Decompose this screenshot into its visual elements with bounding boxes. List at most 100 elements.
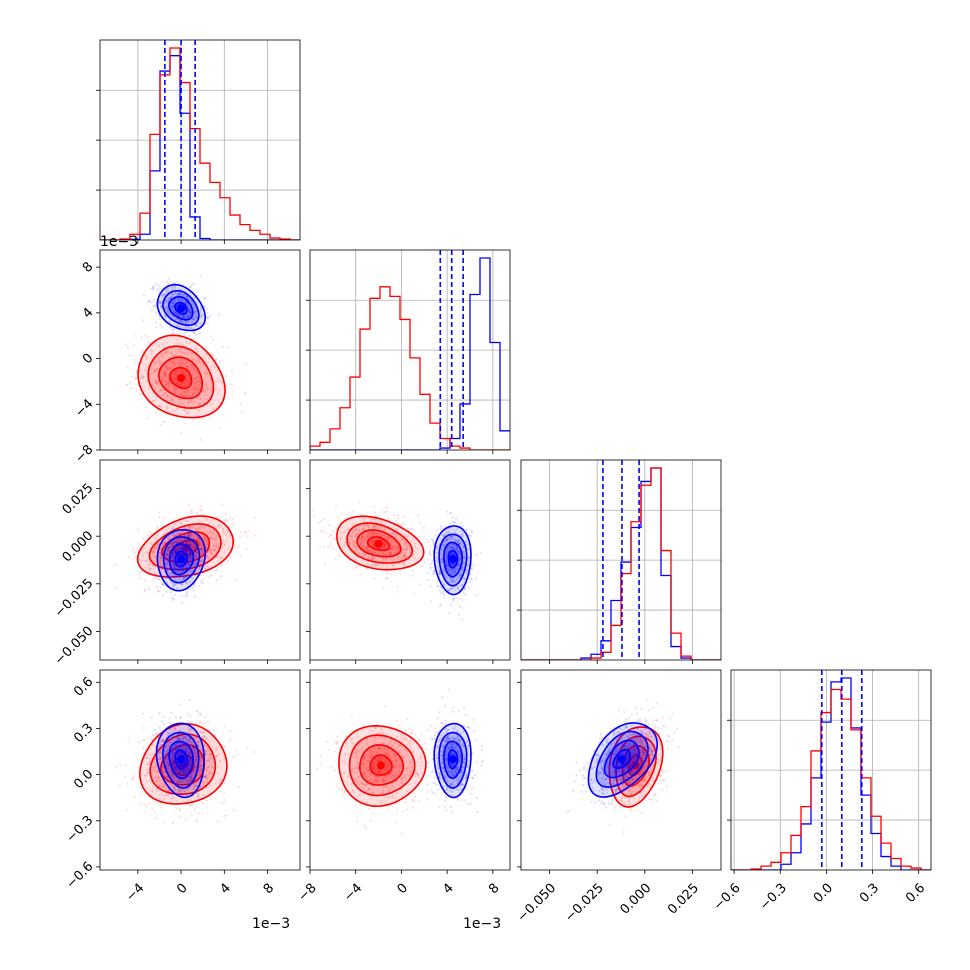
scatter-point bbox=[172, 583, 175, 586]
scatter-point bbox=[200, 547, 203, 550]
scatter-point bbox=[396, 547, 399, 550]
scatter-point bbox=[204, 538, 207, 541]
scatter-panel-3-0-plot-area bbox=[115, 698, 255, 825]
scatter-point bbox=[459, 543, 462, 546]
scatter-point bbox=[179, 570, 182, 573]
scatter-point bbox=[206, 321, 209, 325]
scatter-point bbox=[223, 520, 226, 523]
scatter-point bbox=[372, 541, 376, 544]
scatter-point bbox=[200, 308, 203, 311]
scatter-point bbox=[157, 590, 160, 593]
scatter-point bbox=[451, 546, 454, 549]
scatter-point bbox=[369, 531, 372, 534]
scatter-point bbox=[198, 532, 201, 536]
scatter-point bbox=[403, 561, 406, 564]
scatter-point bbox=[365, 547, 368, 550]
scatter-point bbox=[451, 569, 454, 572]
scatter-point bbox=[197, 770, 200, 773]
scatter-point bbox=[442, 535, 445, 538]
scatter-point bbox=[203, 365, 206, 368]
scatter-point bbox=[240, 403, 243, 406]
scatter-point bbox=[185, 563, 189, 566]
scatter-point bbox=[177, 313, 180, 317]
scatter-point bbox=[187, 768, 190, 771]
scatter-point bbox=[138, 577, 141, 580]
scatter-point bbox=[454, 548, 458, 551]
scatter-point bbox=[159, 728, 162, 731]
scatter-point bbox=[440, 603, 443, 606]
scatter-point bbox=[355, 564, 358, 567]
scatter-point bbox=[468, 548, 471, 551]
scatter-point bbox=[179, 292, 182, 295]
scatter-point bbox=[199, 397, 202, 400]
scatter-point bbox=[161, 566, 164, 569]
scatter-point bbox=[146, 379, 149, 382]
scatter-point bbox=[179, 575, 182, 578]
scatter-point bbox=[163, 351, 166, 354]
scatter-point bbox=[199, 394, 202, 397]
scatter-point bbox=[458, 605, 462, 608]
scatter-point bbox=[155, 382, 158, 385]
scatter-point bbox=[331, 530, 335, 533]
scatter-point bbox=[244, 531, 247, 534]
scatter-point bbox=[184, 548, 187, 551]
contour-red bbox=[346, 522, 414, 564]
scatter-point bbox=[363, 518, 366, 521]
scatter-point bbox=[446, 510, 449, 513]
scatter-point bbox=[206, 517, 209, 520]
scatter-point bbox=[217, 398, 220, 402]
scatter-point bbox=[207, 765, 210, 768]
scatter-point bbox=[157, 746, 160, 749]
scatter-point bbox=[180, 547, 183, 550]
scatter-point bbox=[218, 379, 222, 383]
scatter-point bbox=[195, 355, 198, 358]
scatter-point bbox=[461, 567, 464, 571]
scatter-point bbox=[188, 553, 191, 556]
scatter-point bbox=[198, 771, 201, 774]
scatter-point bbox=[203, 775, 206, 778]
scatter-point bbox=[170, 582, 173, 585]
scatter-point bbox=[157, 578, 160, 581]
scatter-point bbox=[463, 586, 466, 590]
scatter-point bbox=[163, 516, 166, 519]
scatter-point bbox=[474, 577, 478, 580]
scatter-point bbox=[465, 568, 468, 572]
scatter-point bbox=[129, 381, 132, 384]
scatter-point bbox=[213, 550, 216, 553]
scatter-point bbox=[124, 775, 127, 778]
scatter-point bbox=[445, 554, 448, 557]
histogram-red bbox=[521, 467, 721, 660]
scatter-point bbox=[171, 555, 174, 558]
scatter-point bbox=[175, 550, 178, 553]
scatter-point bbox=[372, 542, 375, 546]
scatter-point bbox=[445, 560, 448, 564]
scatter-point bbox=[374, 524, 377, 528]
scatter-point bbox=[216, 579, 219, 582]
scatter-point bbox=[178, 392, 181, 396]
scatter-point bbox=[182, 359, 185, 362]
scatter-point bbox=[175, 799, 178, 802]
scatter-point bbox=[159, 738, 162, 741]
scatter-point bbox=[199, 541, 202, 544]
scatter-point bbox=[210, 353, 213, 356]
scatter-point bbox=[166, 776, 169, 779]
scatter-point bbox=[430, 537, 434, 541]
scatter-point bbox=[212, 407, 215, 410]
scatter-point bbox=[180, 320, 183, 323]
contour-blue bbox=[156, 529, 207, 592]
scatter-point bbox=[387, 553, 391, 556]
scatter-point bbox=[166, 555, 169, 558]
scatter-point bbox=[182, 549, 185, 552]
scatter-point bbox=[173, 767, 176, 771]
scatter-point bbox=[223, 543, 226, 546]
scatter-point bbox=[173, 311, 176, 315]
scatter-point bbox=[447, 531, 450, 534]
scatter-point bbox=[363, 524, 366, 528]
scatter-point bbox=[152, 567, 155, 570]
scatter-point bbox=[221, 503, 224, 506]
scatter-point bbox=[176, 754, 180, 757]
scatter-point bbox=[180, 568, 183, 571]
y-tick-label: −8 bbox=[72, 442, 96, 466]
scatter-point bbox=[151, 286, 154, 289]
scatter-point bbox=[192, 318, 196, 321]
